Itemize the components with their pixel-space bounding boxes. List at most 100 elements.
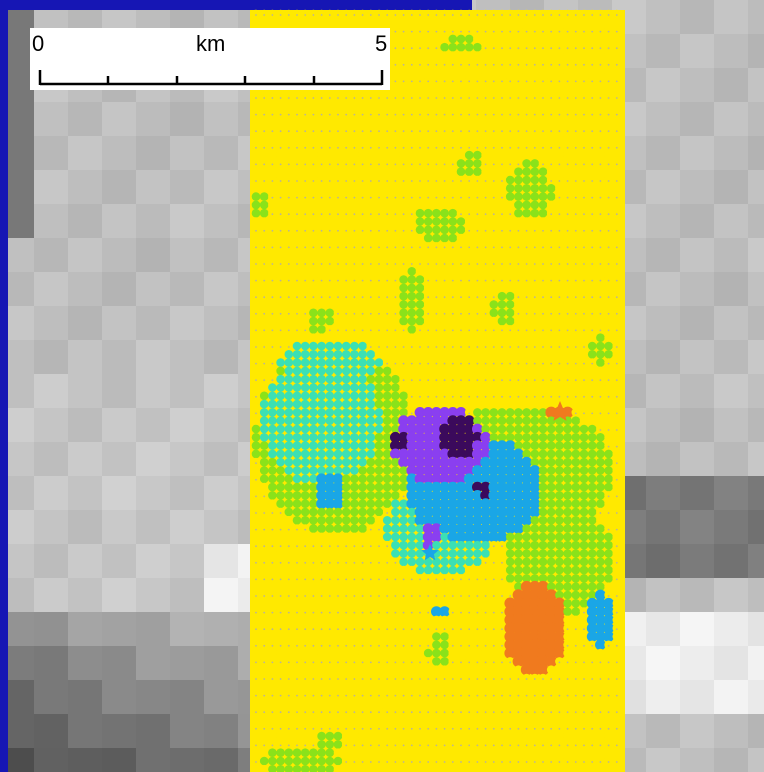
sample-point (530, 300, 540, 309)
sample-point-center (599, 379, 602, 382)
sample-point (325, 457, 335, 467)
sample-point (579, 516, 589, 525)
sample-point (596, 217, 605, 226)
sample-point-center (566, 329, 569, 332)
sample-point (292, 101, 302, 110)
sample-point-center (492, 246, 495, 249)
sample-point (350, 507, 359, 517)
sample-point (341, 424, 351, 434)
sample-point (325, 590, 335, 600)
sample-point (407, 142, 417, 152)
sample-point (497, 117, 507, 127)
sample-point (472, 481, 483, 493)
sample-point-center (345, 229, 348, 232)
sample-point (325, 549, 335, 558)
sample-point (440, 582, 449, 591)
sample-point (399, 9, 408, 19)
sample-point (268, 615, 277, 625)
sample-point (259, 549, 269, 558)
sample-point (579, 291, 589, 301)
sample-point-center (296, 329, 298, 332)
sample-point (407, 200, 417, 210)
sample-point (538, 374, 548, 384)
sample-point (563, 325, 572, 334)
sample-point-center (591, 263, 594, 265)
sample-point-center (386, 229, 389, 232)
sample-point (382, 424, 392, 434)
sample-point (587, 26, 597, 35)
sample-point (497, 225, 507, 235)
sample-point (505, 574, 515, 583)
sample-point (423, 557, 433, 567)
sample-point-center (263, 561, 266, 564)
sample-point (324, 490, 336, 501)
sample-point (325, 441, 335, 450)
sample-point-center (378, 528, 380, 531)
sample-point (366, 283, 376, 293)
sample-point (292, 416, 302, 426)
sample-point (432, 325, 441, 334)
basemap-tile (34, 748, 69, 772)
sample-point-center (460, 146, 462, 149)
sample-point-center (255, 113, 257, 116)
sample-point-center (566, 213, 569, 216)
sample-point (579, 250, 589, 259)
sample-point-center (558, 180, 561, 182)
sample-point (596, 449, 605, 459)
sample-point (325, 9, 335, 19)
sample-point (496, 473, 508, 485)
sample-point (391, 159, 400, 168)
basemap-tile (170, 102, 205, 137)
sample-point-center (476, 130, 479, 133)
sample-point (546, 316, 556, 326)
sample-point (571, 549, 581, 558)
sample-point (538, 358, 548, 367)
sample-point (464, 225, 474, 235)
sample-point (399, 250, 408, 259)
sample-point (555, 532, 564, 542)
sample-point-center (443, 80, 446, 83)
sample-point (604, 76, 613, 85)
sample-point (505, 150, 515, 160)
sample-point (563, 383, 572, 392)
sample-point (350, 117, 359, 127)
sample-point (350, 532, 359, 542)
sample-point (520, 589, 533, 601)
sample-point (317, 383, 326, 392)
sample-point (422, 423, 434, 435)
sample-point (496, 531, 508, 543)
sample-point (571, 225, 581, 235)
sample-point (497, 599, 507, 608)
sample-point-center (574, 130, 577, 133)
sample-point (612, 540, 622, 550)
sample-point (514, 200, 523, 210)
sample-point-center (419, 47, 421, 50)
sample-point (546, 92, 556, 102)
sample-point-center (255, 512, 257, 514)
sample-point (514, 101, 523, 110)
sample-point-center (386, 246, 389, 249)
sample-point (587, 9, 597, 19)
sample-point (489, 184, 499, 193)
sample-point (604, 242, 613, 251)
sample-point (571, 341, 581, 351)
sample-point-center (255, 97, 257, 99)
sample-point (407, 242, 417, 251)
sample-point (473, 275, 482, 284)
sample-point (522, 300, 531, 309)
sample-point (473, 217, 482, 226)
sample-point (350, 92, 359, 102)
sample-point (440, 399, 449, 409)
sample-point (464, 275, 474, 284)
sample-point (612, 325, 622, 334)
sample-point (579, 225, 589, 235)
sample-point-center (566, 80, 569, 83)
sample-point (423, 233, 433, 243)
sample-point (538, 9, 548, 19)
sample-point (415, 109, 425, 118)
sample-point-center (509, 395, 512, 398)
sample-point (596, 416, 605, 426)
sample-point-center (558, 63, 561, 66)
